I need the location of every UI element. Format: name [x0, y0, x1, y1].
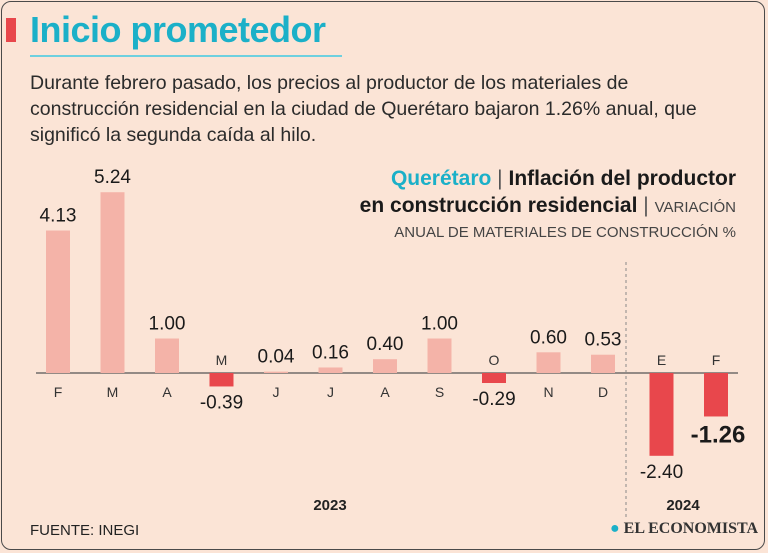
chart-title-line2: en construcción residencial | VARIACIÓN [359, 194, 736, 217]
data-label: -1.26 [691, 421, 746, 448]
bar [649, 373, 674, 456]
bar [209, 373, 234, 387]
chart-title: Querétaro | Inflación del productor en c… [360, 165, 736, 245]
bar [373, 359, 397, 373]
bar [591, 354, 615, 373]
chart-title-line1: Querétaro | Inflación del productor [390, 167, 736, 190]
bar [318, 367, 343, 373]
chart-title-text2: en construcción residencial [359, 194, 638, 217]
headline-underline [30, 55, 342, 57]
publisher-logo: ● EL ECONOMISTA [610, 520, 758, 538]
category-label: N [543, 384, 553, 400]
data-label: 0.40 [367, 334, 404, 355]
bar [155, 338, 179, 373]
lede-paragraph: Durante febrero pasado, los precios al p… [30, 72, 697, 146]
logo-mark-icon: ● [610, 520, 620, 537]
category-label: F [54, 384, 63, 400]
chart-unit-part2: ANUAL DE MATERIALES DE CONSTRUCCIÓN % [394, 224, 736, 241]
category-label: A [380, 384, 390, 400]
year-label: 2023 [313, 497, 346, 514]
bar [46, 230, 70, 373]
bar [482, 373, 506, 384]
headline: Inicio prometedor [30, 9, 326, 50]
data-label: 1.00 [421, 314, 458, 335]
data-label: 1.00 [149, 314, 186, 335]
bar [704, 373, 728, 417]
data-label: 5.24 [94, 167, 131, 188]
category-label: J [273, 384, 280, 400]
data-label: -0.29 [472, 389, 515, 410]
source-note: FUENTE: INEGI [30, 522, 140, 539]
year-label: 2024 [666, 497, 700, 514]
category-label: D [598, 384, 608, 400]
category-label: F [712, 352, 721, 368]
data-label: -2.40 [640, 462, 683, 483]
chart-title-text1: Inflación del productor [508, 167, 736, 190]
category-label: J [327, 384, 334, 400]
data-label: -0.39 [200, 392, 243, 413]
logo-text: EL ECONOMISTA [623, 520, 759, 537]
bar [427, 338, 452, 373]
accent-bar [6, 18, 16, 42]
category-label: A [162, 384, 172, 400]
bar [100, 192, 125, 373]
category-label: M [216, 352, 228, 368]
data-label: 0.60 [530, 327, 567, 348]
bar [536, 352, 561, 373]
category-label: O [489, 352, 500, 368]
data-label: 0.16 [312, 342, 349, 363]
category-label: S [435, 384, 444, 400]
category-label: E [657, 352, 666, 368]
chart-title-city: Querétaro [390, 167, 492, 190]
chart-unit-part1: VARIACIÓN [654, 199, 736, 216]
bar [264, 371, 288, 373]
data-label: 0.53 [585, 330, 622, 351]
data-label: 0.04 [258, 347, 295, 368]
data-label: 4.13 [40, 206, 77, 227]
category-label: M [107, 384, 119, 400]
